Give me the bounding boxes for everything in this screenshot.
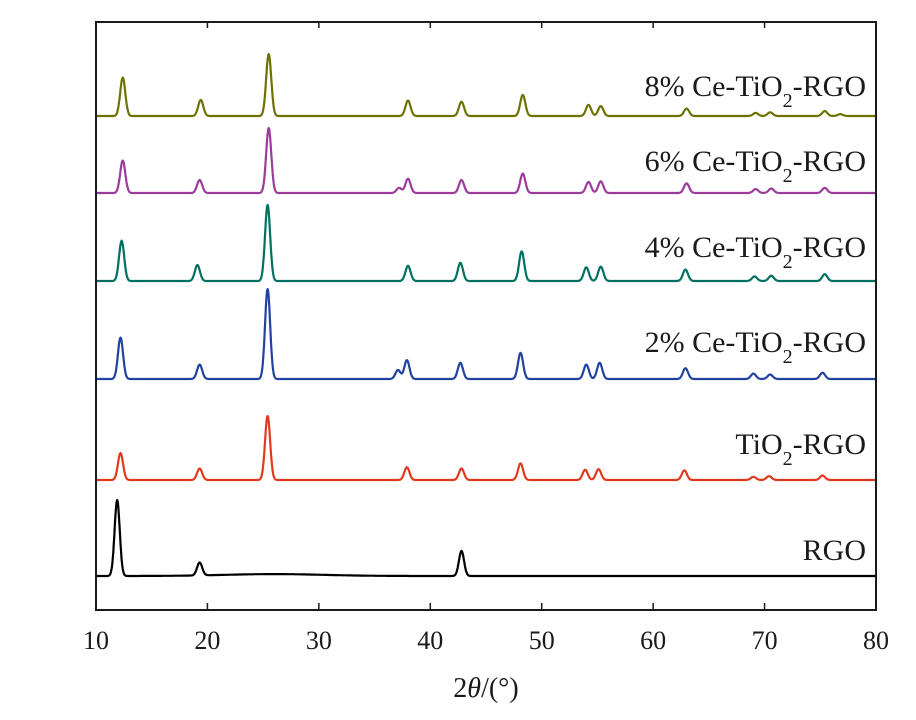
series-label: RGO <box>803 534 866 567</box>
series-label: 2% Ce-TiO2-RGO <box>645 326 866 368</box>
series-layer <box>95 52 877 578</box>
series-line <box>95 52 877 118</box>
series-line <box>95 498 877 578</box>
x-tick-label: 20 <box>194 626 220 655</box>
x-tick-label: 70 <box>752 626 778 655</box>
x-tick-label: 40 <box>417 626 443 655</box>
series-label: 6% Ce-TiO2-RGO <box>645 145 866 187</box>
plot-frame <box>95 21 877 611</box>
series-line <box>95 203 877 283</box>
series-label: TiO2-RGO <box>735 428 866 470</box>
x-tick-label: 30 <box>306 626 332 655</box>
x-tick-label: 50 <box>529 626 555 655</box>
series-label: 8% Ce-TiO2-RGO <box>645 70 866 112</box>
x-tick-label: 10 <box>83 626 109 655</box>
series-line <box>95 414 877 482</box>
x-tick-label: 80 <box>863 626 889 655</box>
label-layer: RGO TiO2-RGO 2% Ce-TiO2-RGO 4% Ce-TiO2-RGO 6… <box>645 70 866 567</box>
x-tick-label: 60 <box>640 626 666 655</box>
series-label: 4% Ce-TiO2-RGO <box>645 231 866 273</box>
series-line <box>95 287 877 381</box>
series-line <box>95 126 877 195</box>
axis-layer: 10 20 30 40 50 60 70 80 <box>83 22 889 655</box>
x-axis-title: 2θ/(°) <box>453 673 518 704</box>
